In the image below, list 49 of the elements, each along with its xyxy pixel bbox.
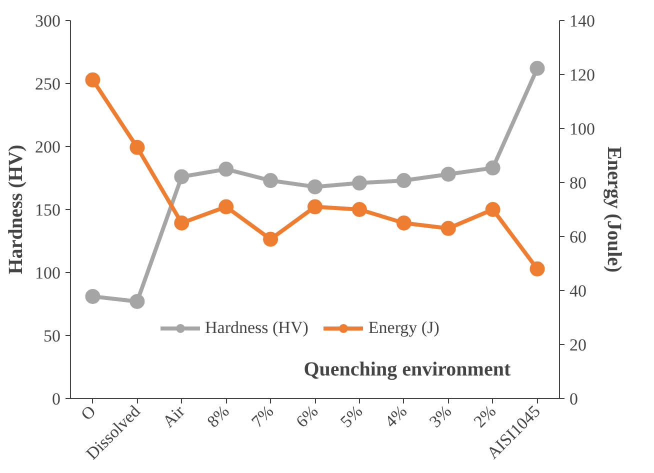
point xyxy=(218,199,234,214)
point xyxy=(130,140,145,155)
x-tick-label: 4% xyxy=(381,402,411,432)
legend-label: Hardness (HV) xyxy=(205,318,308,338)
y-tick-label: 200 xyxy=(35,138,60,156)
point xyxy=(308,179,322,194)
point xyxy=(396,216,412,230)
y-tick-label: 250 xyxy=(35,74,60,94)
x-axis-title: Quenching environment xyxy=(304,358,511,380)
point xyxy=(130,294,145,309)
point xyxy=(263,173,278,188)
x-tick-label: 6% xyxy=(292,402,322,432)
y-tick-label: 300 xyxy=(35,12,60,30)
y2-tick-label: 20 xyxy=(570,336,586,354)
point xyxy=(485,160,500,176)
point xyxy=(352,202,367,217)
point xyxy=(174,169,190,184)
point xyxy=(308,199,322,214)
y-tick-label: 150 xyxy=(35,200,60,220)
x-tick-label: 3% xyxy=(426,402,456,432)
y2-tick-label: 120 xyxy=(570,66,595,84)
x-tick-label: Air xyxy=(158,402,189,432)
y2-tick-label: 60 xyxy=(570,228,586,246)
point xyxy=(263,232,278,247)
y-tick-label: 50 xyxy=(44,326,60,346)
point xyxy=(440,220,456,236)
y2-tick-label: 140 xyxy=(570,12,595,30)
y2-axis-title: Energy (Joule) xyxy=(603,146,625,273)
point xyxy=(352,176,367,191)
point xyxy=(485,202,500,217)
point xyxy=(530,261,545,276)
point xyxy=(85,288,100,304)
point xyxy=(174,216,190,230)
point xyxy=(530,60,545,76)
x-tick-label: 5% xyxy=(336,402,366,432)
point xyxy=(85,72,100,88)
y-axis-title: Hardness (HV) xyxy=(5,144,27,274)
point xyxy=(218,162,234,177)
legend-label: Energy (J) xyxy=(368,318,440,338)
y2-tick-label: 0 xyxy=(570,390,578,408)
point xyxy=(440,166,456,182)
x-tick-label: 7% xyxy=(248,402,278,432)
y2-tick-label: 100 xyxy=(570,120,595,138)
x-tick-label: 8% xyxy=(203,402,233,432)
y-tick-label: 100 xyxy=(35,264,60,282)
y2-tick-label: 40 xyxy=(570,282,586,300)
y2-tick-label: 80 xyxy=(570,174,586,192)
y-tick-label: 0 xyxy=(52,390,60,408)
point xyxy=(396,173,412,188)
